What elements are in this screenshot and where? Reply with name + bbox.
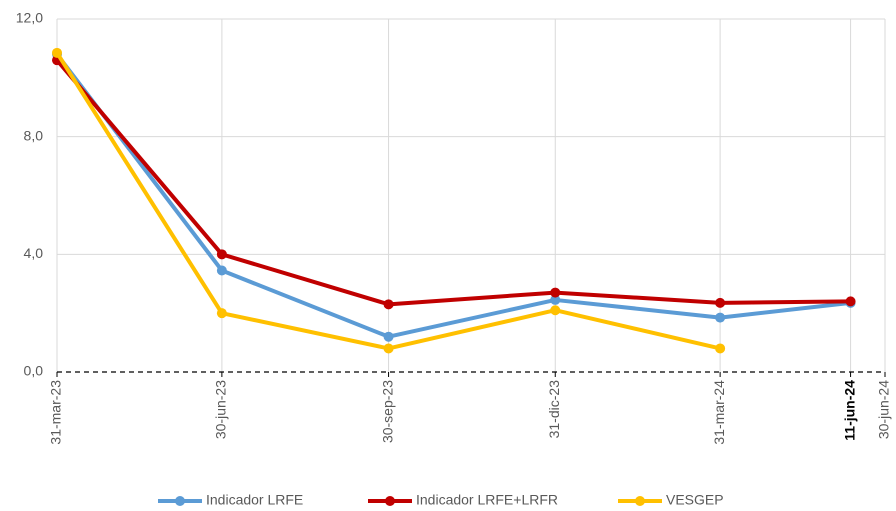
x-tick-label: 31-dic-23 [546, 380, 562, 439]
data-point [383, 299, 394, 310]
legend-marker [385, 496, 395, 506]
legend-marker [635, 496, 645, 506]
data-point [383, 343, 394, 354]
data-point [383, 331, 394, 342]
data-point [715, 312, 726, 323]
series-line [55, 53, 851, 339]
x-tick-label: 11-jun-24 [841, 380, 857, 441]
data-point [845, 296, 856, 307]
x-tick-label: 30-jun-24 [876, 380, 892, 439]
series-line [55, 58, 851, 307]
legend-label: Indicador LRFE [206, 492, 303, 508]
x-tick-label: 30-jun-23 [213, 380, 229, 439]
x-tick-label: 30-sep-23 [379, 380, 395, 443]
data-point [216, 308, 227, 319]
data-point [216, 265, 227, 276]
legend-marker [175, 496, 185, 506]
data-point [216, 249, 227, 260]
x-tick-label: 31-mar-23 [48, 380, 64, 445]
y-tick-label: 8,0 [24, 127, 44, 143]
data-point [550, 287, 561, 298]
y-tick-label: 4,0 [24, 245, 44, 261]
data-point [52, 47, 62, 58]
data-point [550, 305, 561, 316]
legend-label: VESGEP [666, 492, 724, 508]
data-point [715, 297, 726, 308]
data-point [715, 343, 726, 354]
y-tick-label: 12,0 [16, 10, 43, 26]
data-point [550, 294, 561, 305]
x-tick-label: 31-mar-24 [711, 380, 727, 445]
y-tick-label: 0,0 [24, 363, 44, 379]
legend-label: Indicador LRFE+LRFR [416, 492, 558, 508]
